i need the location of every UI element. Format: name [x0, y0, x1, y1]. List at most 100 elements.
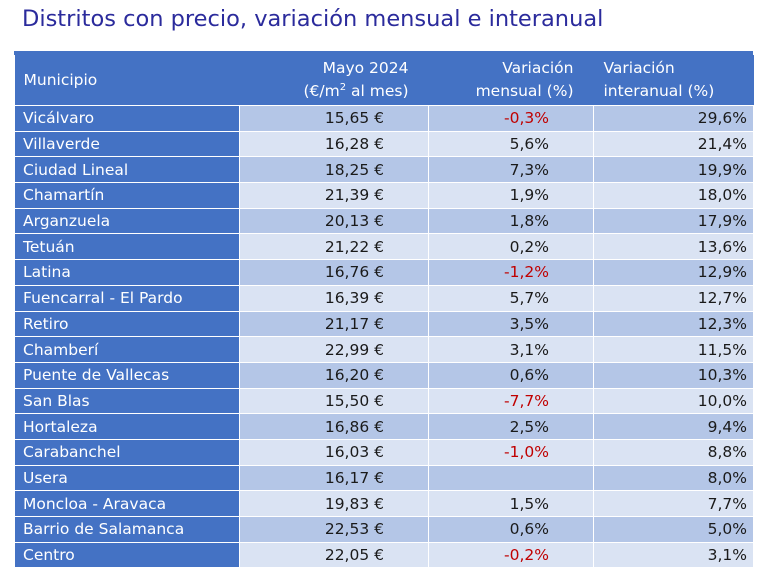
header-precio-sup: 2 [339, 81, 347, 93]
yearly-change-cell: 13,6% [593, 233, 754, 261]
district-name-cell: Arganzuela [14, 207, 240, 235]
price-cell: 16,20 € [239, 361, 429, 389]
monthly-change-cell: 3,1% [428, 336, 594, 363]
price-cell: 22,53 € [239, 516, 429, 543]
yearly-change-cell: 18,0% [593, 182, 754, 209]
monthly-change-cell: 1,8% [428, 207, 594, 235]
header-precio-line1: Mayo 2024 [322, 59, 409, 77]
table-row: San Blas 15,50 € -7,7% 10,0% [14, 387, 754, 415]
table-row: Moncloa - Aravaca 19,83 €1,5% 7,7% [14, 490, 754, 517]
price-cell: 22,99 € [239, 336, 429, 363]
monthly-change-cell: 0,6% [428, 361, 594, 389]
yearly-change-cell: 12,9% [593, 259, 754, 286]
monthly-change-cell: -7,7% [428, 387, 594, 415]
district-name-cell: Chamberí [14, 336, 240, 363]
price-cell: 20,13 € [239, 207, 429, 235]
header-precio: Mayo 2024 (€/m2 al mes) [239, 55, 429, 106]
district-name-cell: Hortaleza [14, 413, 240, 440]
yearly-change-cell: 19,9% [593, 156, 754, 184]
table-row: Chamberí 22,99 €3,1% 11,5% [14, 336, 754, 363]
table-row: Puente de Vallecas 16,20 €0,6% 10,3% [14, 361, 754, 389]
district-name-cell: Chamartín [14, 182, 240, 209]
table-row: Fuencarral - El Pardo 16,39 €5,7% 12,7% [14, 284, 754, 312]
table-row: Retiro 21,17 €3,5% 12,3% [14, 310, 754, 338]
price-cell: 18,25 € [239, 156, 429, 184]
yearly-change-cell: 21,4% [593, 130, 754, 158]
price-cell: 16,76 € [239, 259, 429, 286]
header-mensual-line2: mensual (%) [475, 82, 574, 100]
district-name-cell: Latina [14, 259, 240, 286]
price-cell: 19,83 € [239, 490, 429, 517]
district-name-cell: San Blas [14, 387, 240, 415]
table-row: Tetuán 21,22 €0,2% 13,6% [14, 233, 754, 261]
table-row: Arganzuela 20,13 €1,8% 17,9% [14, 207, 754, 235]
yearly-change-cell: 11,5% [593, 336, 754, 363]
yearly-change-cell: 10,3% [593, 361, 754, 389]
header-municipio: Municipio [14, 55, 240, 106]
table-row: Chamartín 21,39 €1,9% 18,0% [14, 182, 754, 209]
district-name-cell: Barrio de Salamanca [14, 516, 240, 543]
monthly-change-cell: 5,7% [428, 284, 594, 312]
header-precio-line2-post: al mes) [346, 82, 409, 100]
yearly-change-cell: 8,8% [593, 438, 754, 466]
district-name-cell: Vicálvaro [14, 105, 240, 132]
header-mensual-line1: Variación [502, 59, 574, 77]
price-cell: 21,39 € [239, 182, 429, 209]
monthly-change-cell [428, 464, 594, 492]
yearly-change-cell: 10,0% [593, 387, 754, 415]
price-cell: 16,86 € [239, 413, 429, 440]
table-row: Barrio de Salamanca 22,53 €0,6% 5,0% [14, 516, 754, 543]
district-name-cell: Tetuán [14, 233, 240, 261]
price-cell: 16,17 € [239, 464, 429, 492]
table-row: Ciudad Lineal 18,25 €7,3% 19,9% [14, 156, 754, 184]
district-name-cell: Retiro [14, 310, 240, 338]
table-row: Usera 16,17 € 8,0% [14, 464, 754, 492]
district-name-cell: Moncloa - Aravaca [14, 490, 240, 517]
price-cell: 21,17 € [239, 310, 429, 338]
district-name-cell: Ciudad Lineal [14, 156, 240, 184]
price-cell: 16,03 € [239, 438, 429, 466]
yearly-change-cell: 9,4% [593, 413, 754, 440]
district-name-cell: Centro [14, 541, 240, 569]
table-row: Latina 16,76 € -1,2% 12,9% [14, 259, 754, 286]
monthly-change-cell: -1,2% [428, 259, 594, 286]
table-body: Vicálvaro 15,65 € -0,3% 29,6% Villaverde 16,2… [14, 105, 754, 569]
yearly-change-cell: 3,1% [593, 541, 754, 569]
district-name-cell: Puente de Vallecas [14, 361, 240, 389]
price-cell: 15,65 € [239, 105, 429, 132]
monthly-change-cell: 5,6% [428, 130, 594, 158]
yearly-change-cell: 12,7% [593, 284, 754, 312]
district-name-cell: Villaverde [14, 130, 240, 158]
monthly-change-cell: 0,6% [428, 516, 594, 543]
districts-table: Municipio Mayo 2024 (€/m2 al mes) Variac… [14, 55, 754, 569]
title-rule [14, 51, 753, 55]
header-interanual: Variación interanual (%) [593, 55, 754, 106]
monthly-change-cell: 1,5% [428, 490, 594, 517]
yearly-change-cell: 7,7% [593, 490, 754, 517]
header-interanual-line1: Variación [603, 59, 675, 77]
price-cell: 15,50 € [239, 387, 429, 415]
table-row: Vicálvaro 15,65 € -0,3% 29,6% [14, 105, 754, 132]
district-name-cell: Usera [14, 464, 240, 492]
monthly-change-cell: -0,2% [428, 541, 594, 569]
table-row: Hortaleza 16,86 €2,5% 9,4% [14, 413, 754, 440]
price-cell: 22,05 € [239, 541, 429, 569]
header-mensual: Variación mensual (%) [428, 55, 594, 106]
monthly-change-cell: 1,9% [428, 182, 594, 209]
header-precio-line2-pre: (€/m [303, 82, 340, 100]
monthly-change-cell: 0,2% [428, 233, 594, 261]
table-header-row: Municipio Mayo 2024 (€/m2 al mes) Variac… [14, 55, 754, 106]
price-cell: 16,39 € [239, 284, 429, 312]
district-name-cell: Carabanchel [14, 438, 240, 466]
yearly-change-cell: 29,6% [593, 105, 754, 132]
yearly-change-cell: 12,3% [593, 310, 754, 338]
yearly-change-cell: 5,0% [593, 516, 754, 543]
yearly-change-cell: 8,0% [593, 464, 754, 492]
monthly-change-cell: 3,5% [428, 310, 594, 338]
table-row: Carabanchel 16,03 € -1,0% 8,8% [14, 438, 754, 466]
monthly-change-cell: -0,3% [428, 105, 594, 132]
price-cell: 21,22 € [239, 233, 429, 261]
monthly-change-cell: 7,3% [428, 156, 594, 184]
price-cell: 16,28 € [239, 130, 429, 158]
district-name-cell: Fuencarral - El Pardo [14, 284, 240, 312]
